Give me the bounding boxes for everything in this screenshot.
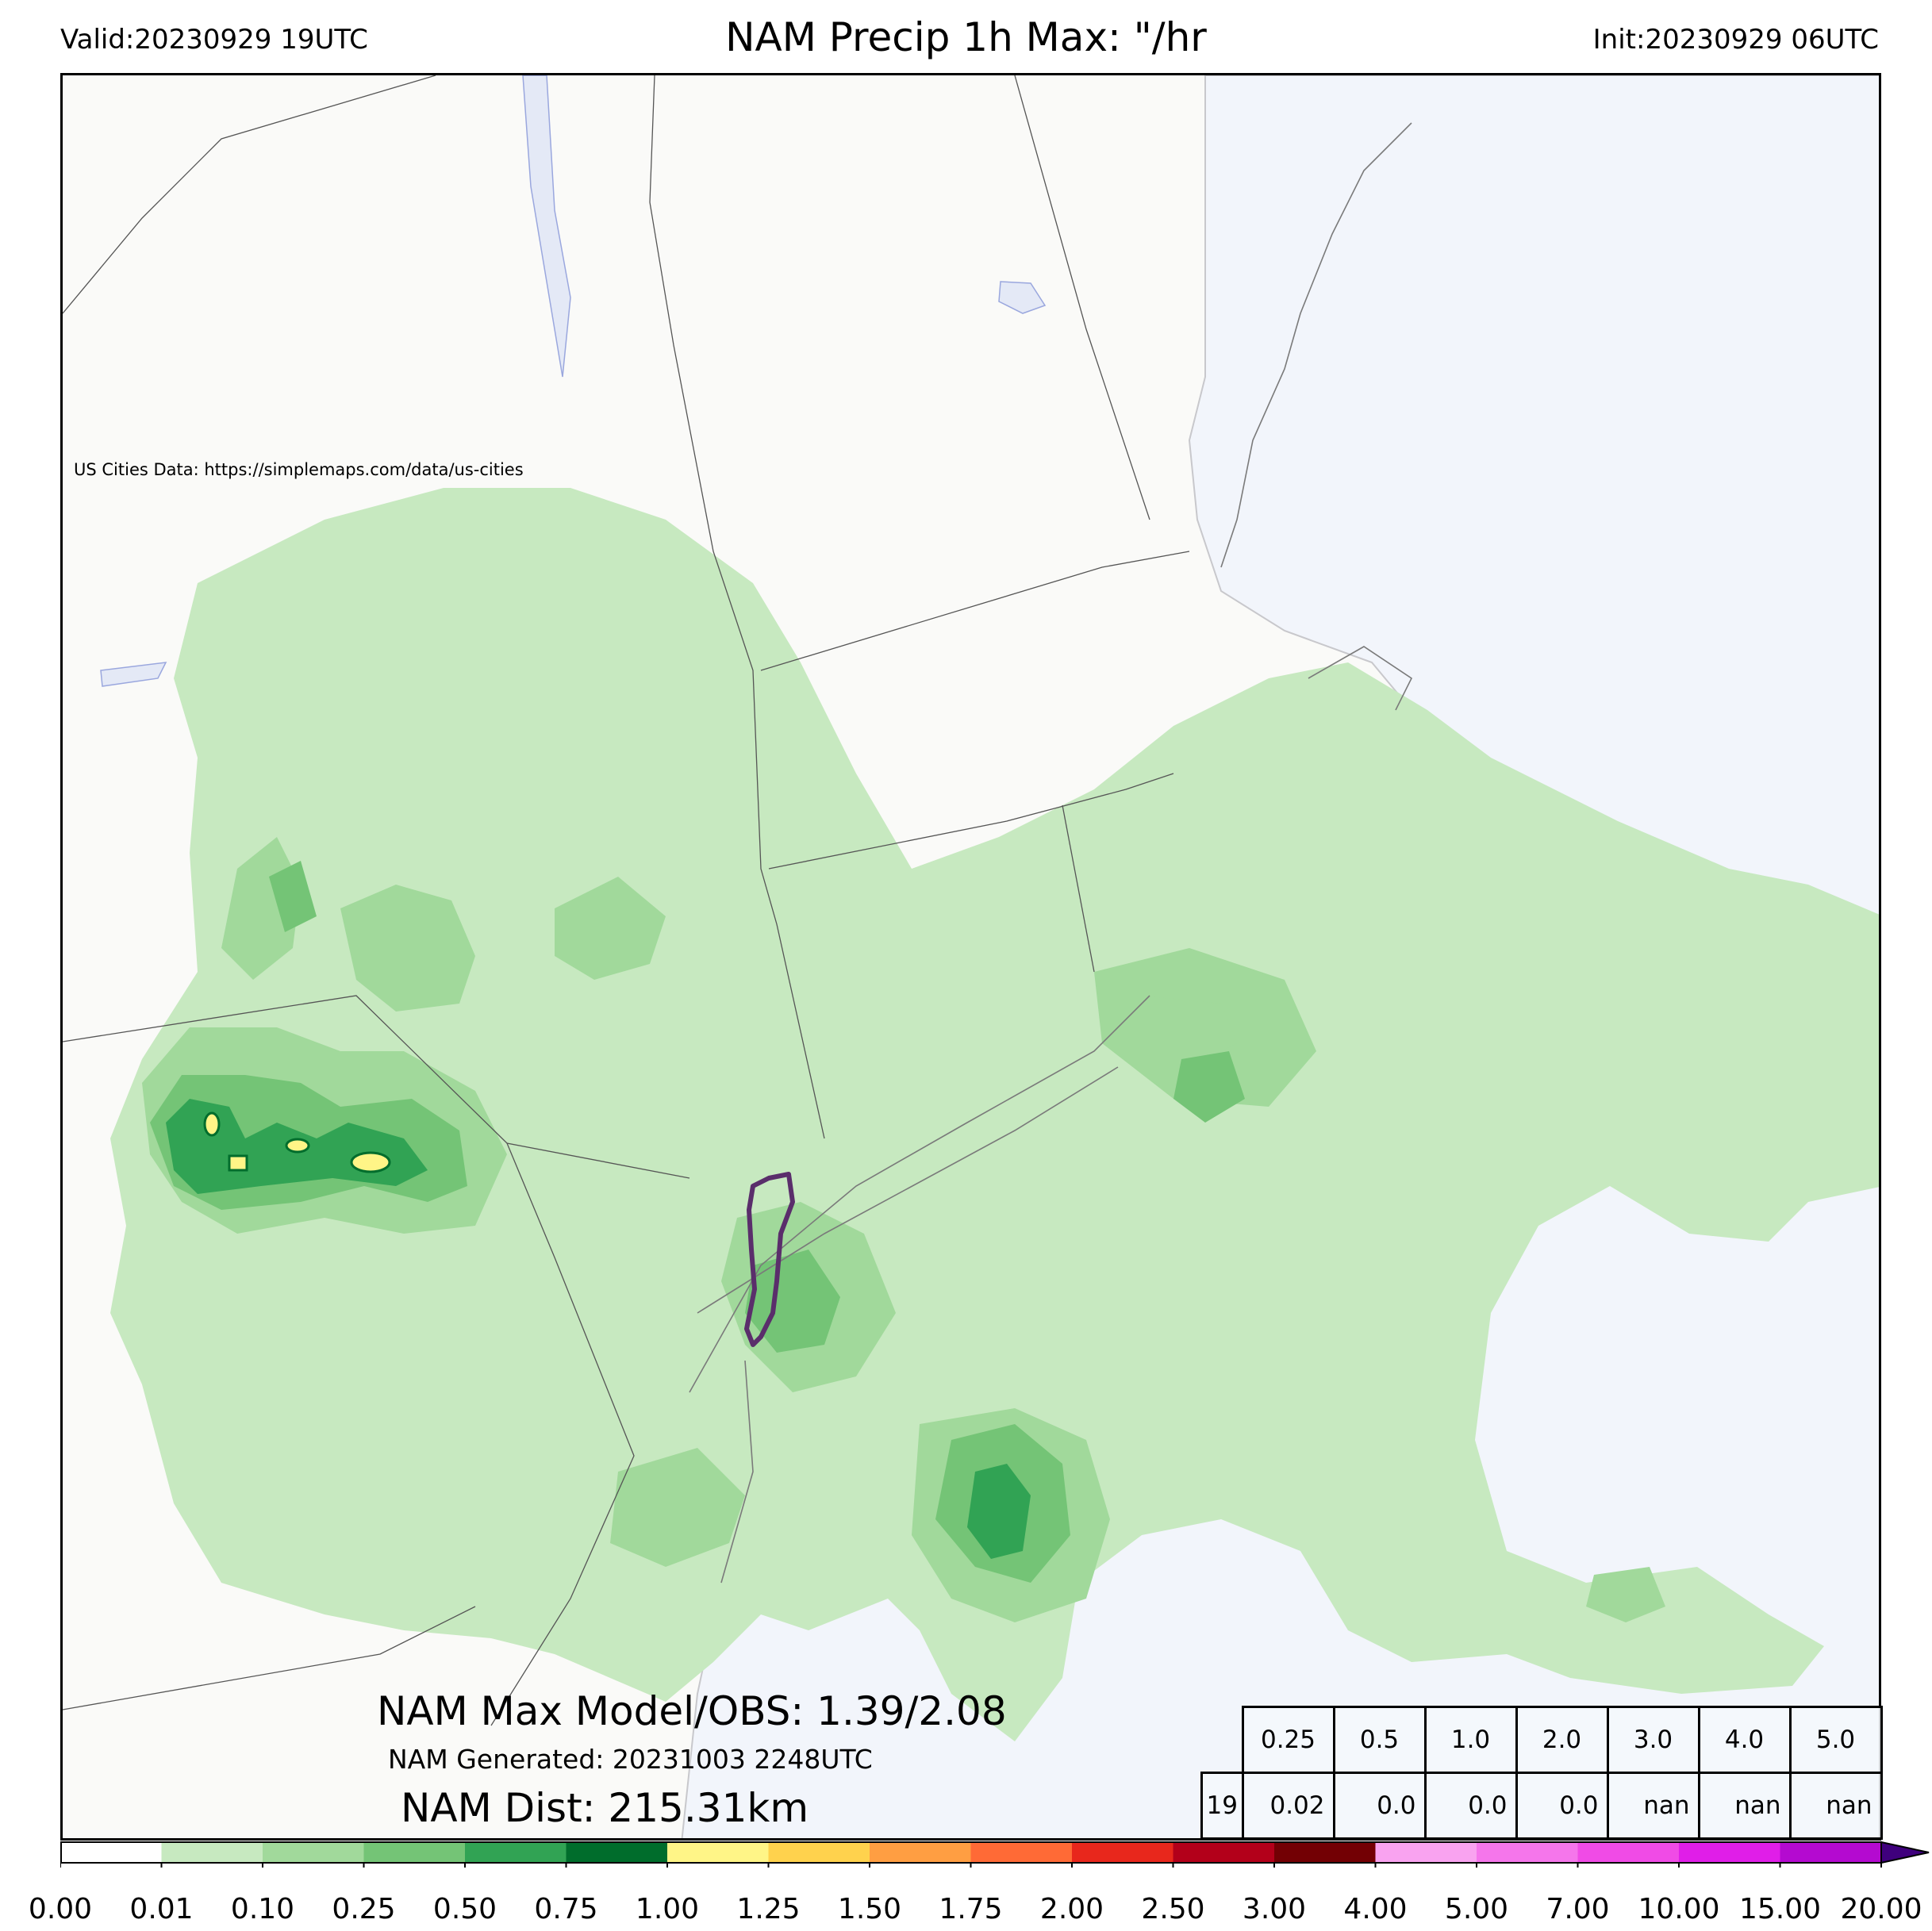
colorbar-tick-label: 4.00 [1343,1893,1408,1925]
precip-map [60,73,1881,1841]
colorbar-tick-label: 0.25 [332,1893,396,1925]
colorbar-tick-label: 0.50 [432,1893,497,1925]
threshold-header: 2.0 [1515,1706,1609,1774]
colorbar-segment [870,1842,971,1863]
row-label: 19 [1200,1772,1244,1840]
colorbar-tick-label: 10.00 [1638,1893,1720,1925]
colorbar-tick-label: 20.00 [1840,1893,1922,1925]
colorbar-tick-label: 15.00 [1738,1893,1822,1925]
colorbar-segment [1477,1842,1578,1863]
colorbar-segment [263,1842,364,1863]
distance-label: NAM Dist: 215.31km [401,1785,809,1831]
threshold-value: nan [1606,1772,1700,1840]
colorbar-tick-label: 2.00 [1039,1893,1104,1925]
threshold-header: 4.0 [1697,1706,1792,1774]
colorbar-tick-label: 1.75 [939,1893,1003,1925]
colorbar-segment [1679,1842,1780,1863]
colorbar-tick-label: 1.25 [736,1893,801,1925]
map-title: NAM Precip 1h Max: "/hr [725,14,1207,60]
state-borders [63,75,1190,1726]
colorbar-segment [465,1842,567,1863]
colorbar-tick-label: 1.50 [837,1893,902,1925]
colorbar-tick-label: 0.01 [129,1893,194,1925]
threshold-value: nan [1788,1772,1883,1840]
colorbar-segment [161,1842,263,1863]
valid-time-label: Valid:20230929 19UTC [60,24,368,56]
init-time-label: Init:20230929 06UTC [1592,24,1879,56]
max-model-obs-label: NAM Max Model/OBS: 1.39/2.08 [377,1688,1007,1734]
colorbar-segment [1375,1842,1477,1863]
colorbar-segment [566,1842,668,1863]
colorbar-segment [1072,1842,1173,1863]
threshold-value-row: 19 0.02 0.0 0.0 0.0 nan nan nan [1200,1772,1883,1840]
colorbar-segment [667,1842,769,1863]
colorbar-segment [768,1842,870,1863]
colorbar-tick-label: 2.50 [1141,1893,1205,1925]
colorbar-segment [1274,1842,1376,1863]
colorbar-tick-label: 1.00 [635,1893,700,1925]
threshold-value: 0.0 [1332,1772,1427,1840]
colorbar-tick-label: 0.75 [534,1893,598,1925]
obs-max-contour [744,1172,795,1347]
colorbar-segment [1577,1842,1680,1863]
lakes [100,75,1047,687]
threshold-value: 0.02 [1241,1772,1335,1840]
precip-light-area [110,488,1879,1741]
threshold-header: 0.25 [1241,1706,1335,1774]
colorbar-tick-label: 5.00 [1444,1893,1509,1925]
generated-time-label: NAM Generated: 20231003 2248UTC [388,1744,873,1775]
threshold-header-row: 0.25 0.5 1.0 2.0 3.0 4.0 5.0 [1202,1706,1883,1774]
colorbar-tick-label: 0.10 [230,1893,295,1925]
threshold-header: 1.0 [1423,1706,1518,1774]
threshold-header: 5.0 [1788,1706,1883,1774]
map-canvas [63,75,1879,1838]
colorbar-extend-arrow [1880,1841,1930,1864]
threshold-header: 0.5 [1332,1706,1427,1774]
precip-max-cells [203,1111,391,1173]
coastline [689,122,1413,1584]
threshold-table: 0.25 0.5 1.0 2.0 3.0 4.0 5.0 19 0.02 0.0… [1200,1706,1883,1840]
colorbar-segment [60,1842,162,1863]
threshold-header: 3.0 [1606,1706,1700,1774]
colorbar-segment [1780,1842,1882,1863]
colorbar-segment [970,1842,1073,1863]
colorbar-segment [1173,1842,1275,1863]
colorbar-tick-label: 0.00 [28,1893,93,1925]
colorbar [60,1841,1930,1868]
threshold-value: 0.0 [1423,1772,1518,1840]
table-corner [1202,1707,1243,1773]
threshold-value: nan [1697,1772,1792,1840]
cities-data-credit: US Cities Data: https://simplemaps.com/d… [74,460,524,479]
colorbar-segment [363,1842,466,1863]
colorbar-tick-label: 7.00 [1546,1893,1610,1925]
colorbar-tick-label: 3.00 [1242,1893,1307,1925]
threshold-value: 0.0 [1515,1772,1609,1840]
